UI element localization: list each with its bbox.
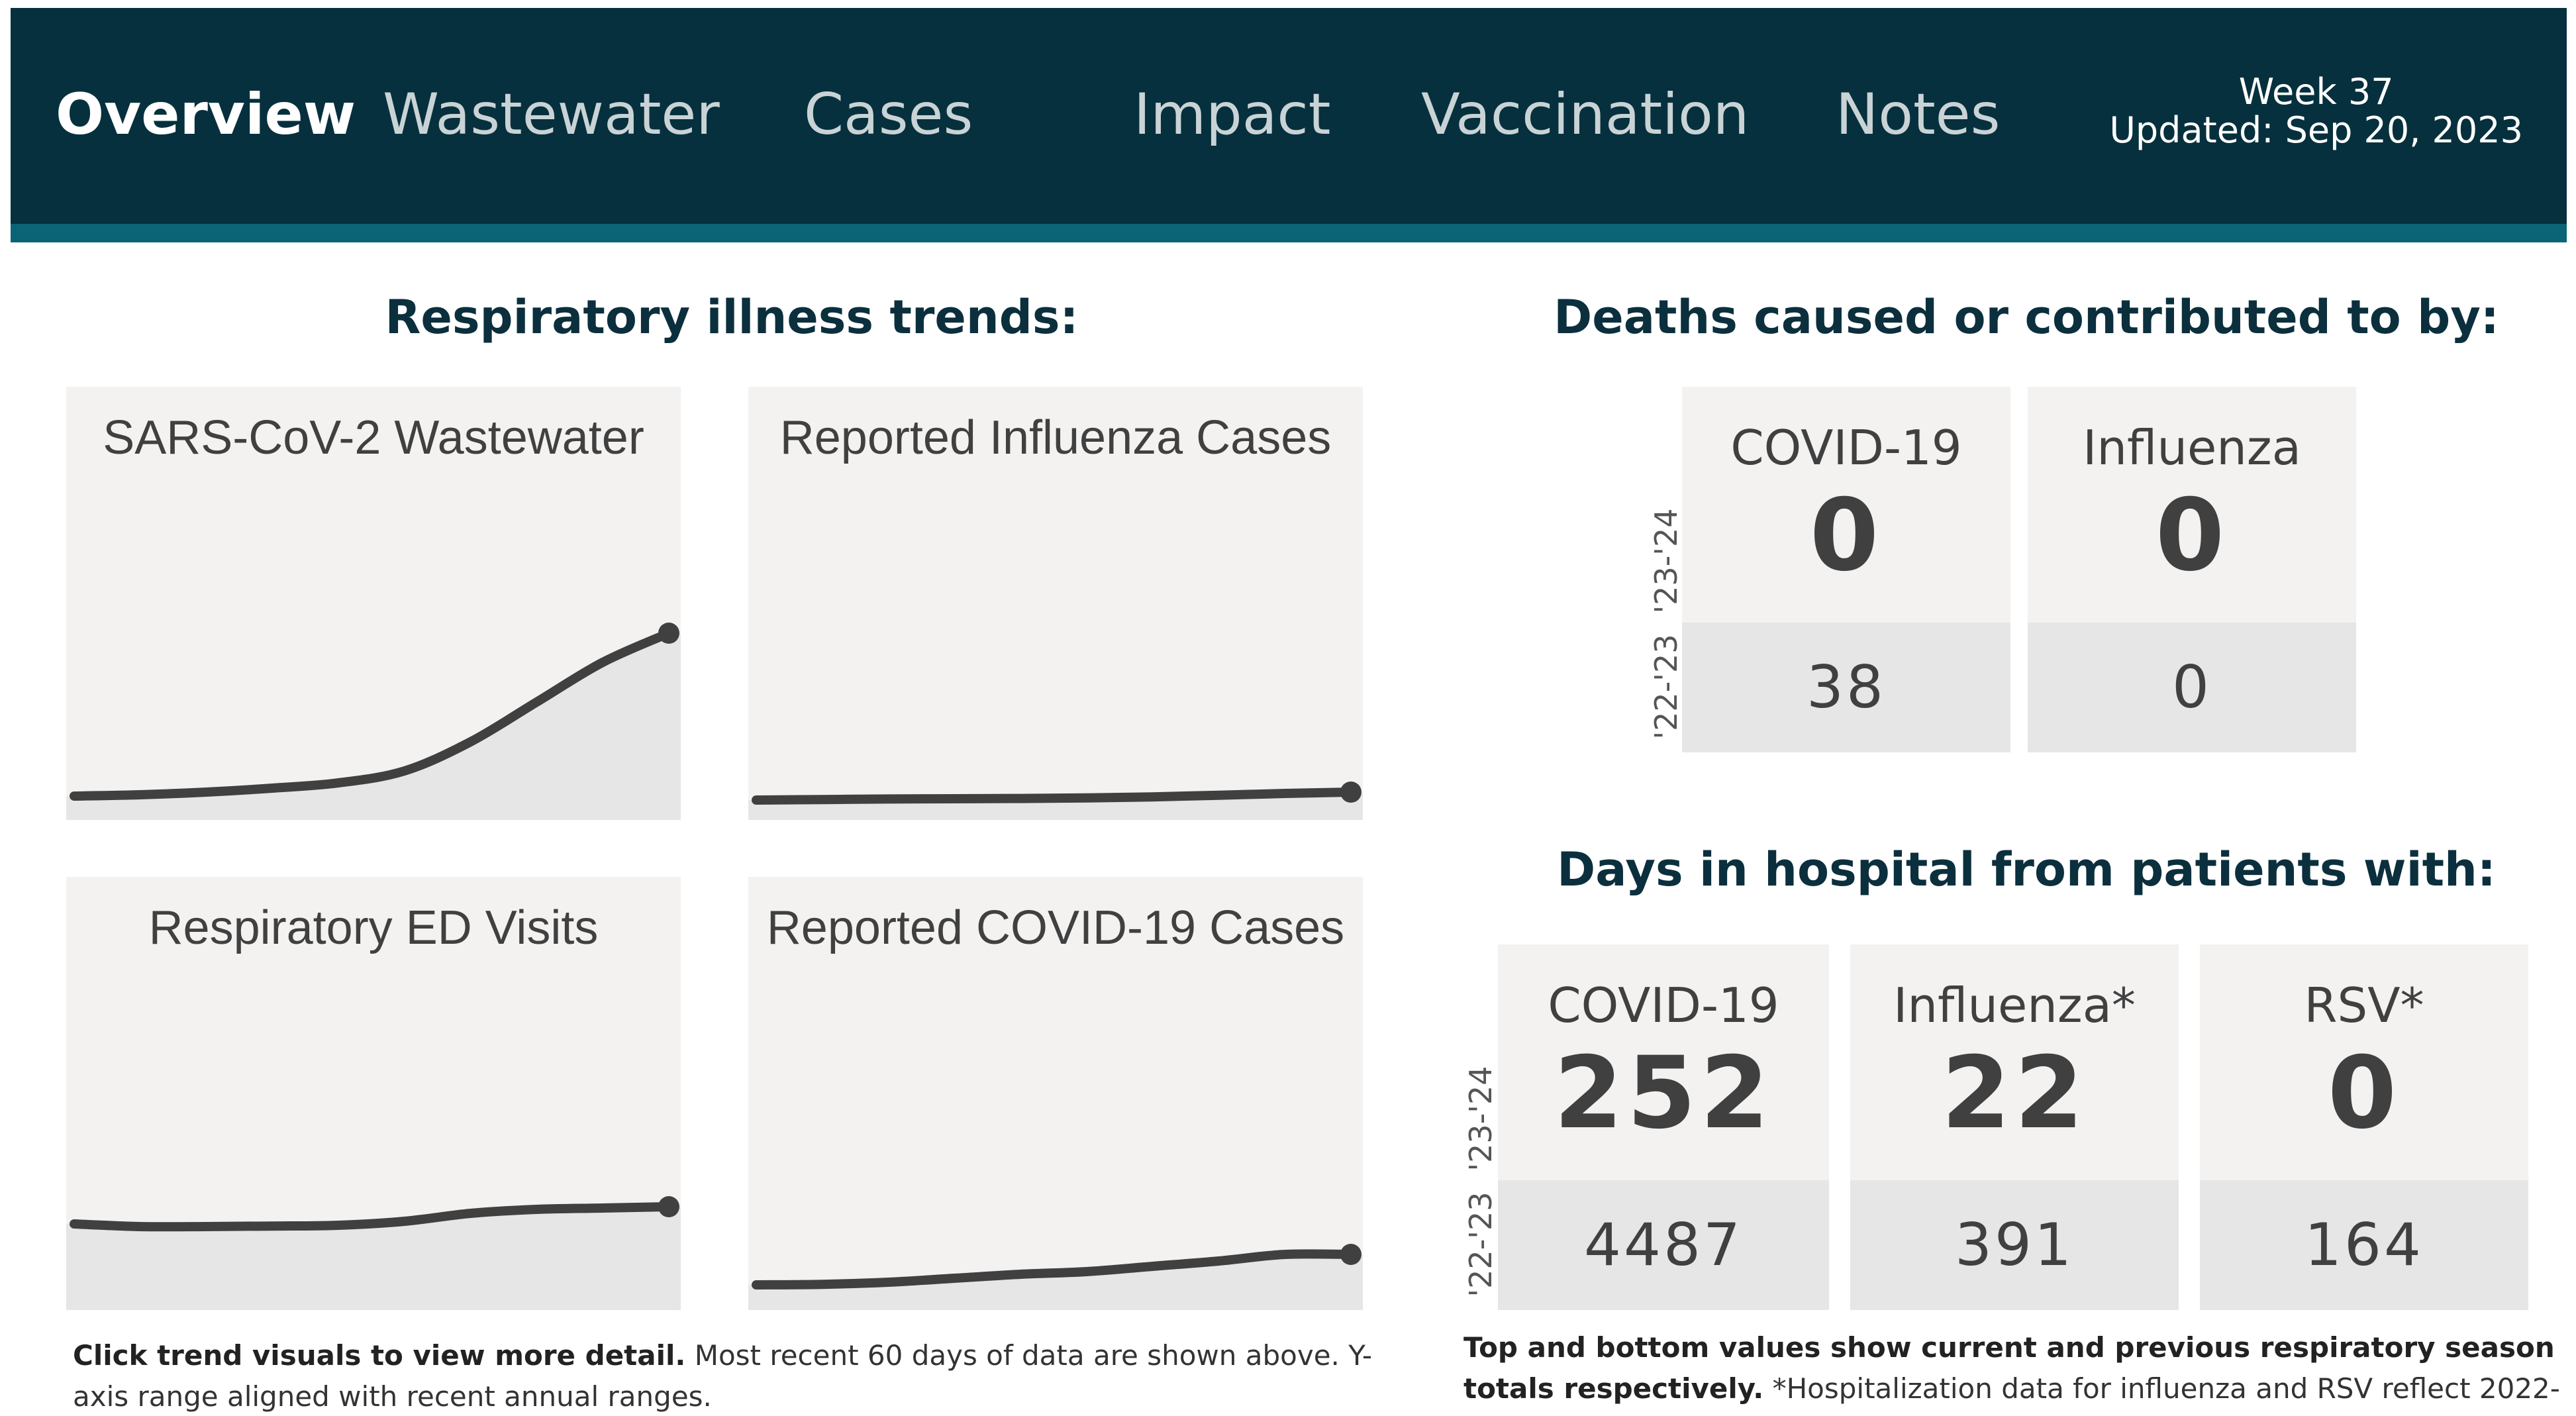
trend-end-marker — [1340, 782, 1362, 803]
kpi-label: Influenza — [2083, 420, 2301, 476]
trend-sparkline — [748, 1244, 1363, 1310]
deaths-covid-card: COVID-19 0 — [1682, 387, 2010, 623]
kpi-current-value: 0 — [2155, 478, 2229, 593]
updated-date: Updated: Sep 20, 2023 — [2109, 109, 2523, 151]
kpi-current-value: 0 — [2327, 1036, 2401, 1151]
trend-end-marker — [1340, 1244, 1362, 1265]
tab-cases[interactable]: Cases — [804, 81, 973, 148]
footnote-bold: Click trend visuals to view more detail. — [73, 1339, 686, 1372]
kpi-label: RSV* — [2304, 978, 2424, 1033]
kpi-current-value: 252 — [1554, 1036, 1773, 1151]
trend-title: Reported Influenza Cases — [779, 411, 1332, 464]
hospital-rsv-card: RSV* 0 — [2200, 944, 2528, 1180]
trend-tile-ed-visits[interactable]: Respiratory ED Visits — [66, 877, 681, 1310]
kpi-label: COVID-19 — [1730, 420, 1962, 476]
tab-overview[interactable]: Overview — [56, 81, 356, 148]
tab-impact[interactable]: Impact — [1134, 81, 1331, 148]
hospital-footnote: Top and bottom values show current and p… — [1463, 1327, 2563, 1416]
trend-line — [752, 1249, 1356, 1290]
kpi-current-value: 0 — [1809, 478, 1883, 593]
trend-line — [70, 1202, 673, 1232]
tab-wastewater[interactable]: Wastewater — [383, 81, 720, 148]
trend-line — [752, 787, 1356, 805]
week-info: Week 37 Updated: Sep 20, 2023 — [2109, 73, 2523, 150]
kpi-label: COVID-19 — [1548, 978, 1779, 1033]
kpi-previous-value: 0 — [2172, 653, 2212, 721]
trend-line — [70, 629, 673, 801]
deaths-influenza-previous: 0 — [2028, 623, 2356, 752]
trend-title: SARS-CoV-2 Wastewater — [103, 411, 644, 464]
kpi-previous-value: 391 — [1955, 1211, 2074, 1279]
deaths-season-current: '23-'24 — [1648, 508, 1684, 614]
hospital-covid-card: COVID-19 252 — [1498, 944, 1829, 1180]
nav-accent-stripe — [11, 224, 2567, 242]
trend-area — [66, 1207, 681, 1310]
trends-footnote: Click trend visuals to view more detail.… — [73, 1335, 1391, 1416]
deaths-covid-previous: 38 — [1682, 623, 2010, 752]
trend-tile-influenza-cases[interactable]: Reported Influenza Cases — [748, 387, 1363, 820]
hospital-title: Days in hospital from patients with: — [1557, 842, 2496, 897]
deaths-season-previous: '22-'23 — [1648, 634, 1684, 740]
trend-area — [748, 1254, 1363, 1310]
trend-area — [66, 633, 681, 820]
hospital-covid-previous: 4487 — [1498, 1180, 1829, 1310]
kpi-label: Influenza* — [1893, 978, 2136, 1033]
hospital-season-current: '23-'24 — [1463, 1066, 1499, 1172]
footnote-text: *Hospitalization data for influenza and … — [1463, 1372, 2560, 1416]
week-label: Week 37 — [2238, 71, 2394, 113]
trend-tile-wastewater[interactable]: SARS-CoV-2 Wastewater — [66, 387, 681, 820]
hospital-season-previous: '22-'23 — [1463, 1191, 1499, 1297]
trend-tile-covid-cases[interactable]: Reported COVID-19 Cases — [748, 877, 1363, 1310]
trends-title: Respiratory illness trends: — [385, 290, 1079, 344]
kpi-previous-value: 38 — [1807, 653, 1886, 721]
hospital-rsv-previous: 164 — [2200, 1180, 2528, 1310]
tab-vaccination[interactable]: Vaccination — [1421, 81, 1750, 148]
hospital-influenza-card: Influenza* 22 — [1850, 944, 2179, 1180]
footnote-text: Most recent 60 days of data are shown ab… — [73, 1339, 1373, 1413]
trend-sparkline — [66, 1196, 681, 1310]
kpi-previous-value: 164 — [2304, 1211, 2424, 1279]
trend-end-marker — [658, 623, 679, 644]
trend-end-marker — [658, 1196, 679, 1217]
kpi-previous-value: 4487 — [1584, 1211, 1743, 1279]
hospital-influenza-previous: 391 — [1850, 1180, 2179, 1310]
kpi-current-value: 22 — [1941, 1036, 2088, 1151]
trend-title: Respiratory ED Visits — [148, 901, 599, 954]
trend-sparkline — [748, 782, 1363, 820]
trend-sparkline — [66, 623, 681, 820]
deaths-influenza-card: Influenza 0 — [2028, 387, 2356, 623]
tab-notes[interactable]: Notes — [1836, 81, 2001, 148]
deaths-title: Deaths caused or contributed to by: — [1554, 290, 2499, 344]
footnote-bold: Top and bottom values show current and p… — [1463, 1331, 2555, 1405]
top-nav — [11, 8, 2567, 224]
trend-title: Reported COVID-19 Cases — [766, 901, 1345, 954]
